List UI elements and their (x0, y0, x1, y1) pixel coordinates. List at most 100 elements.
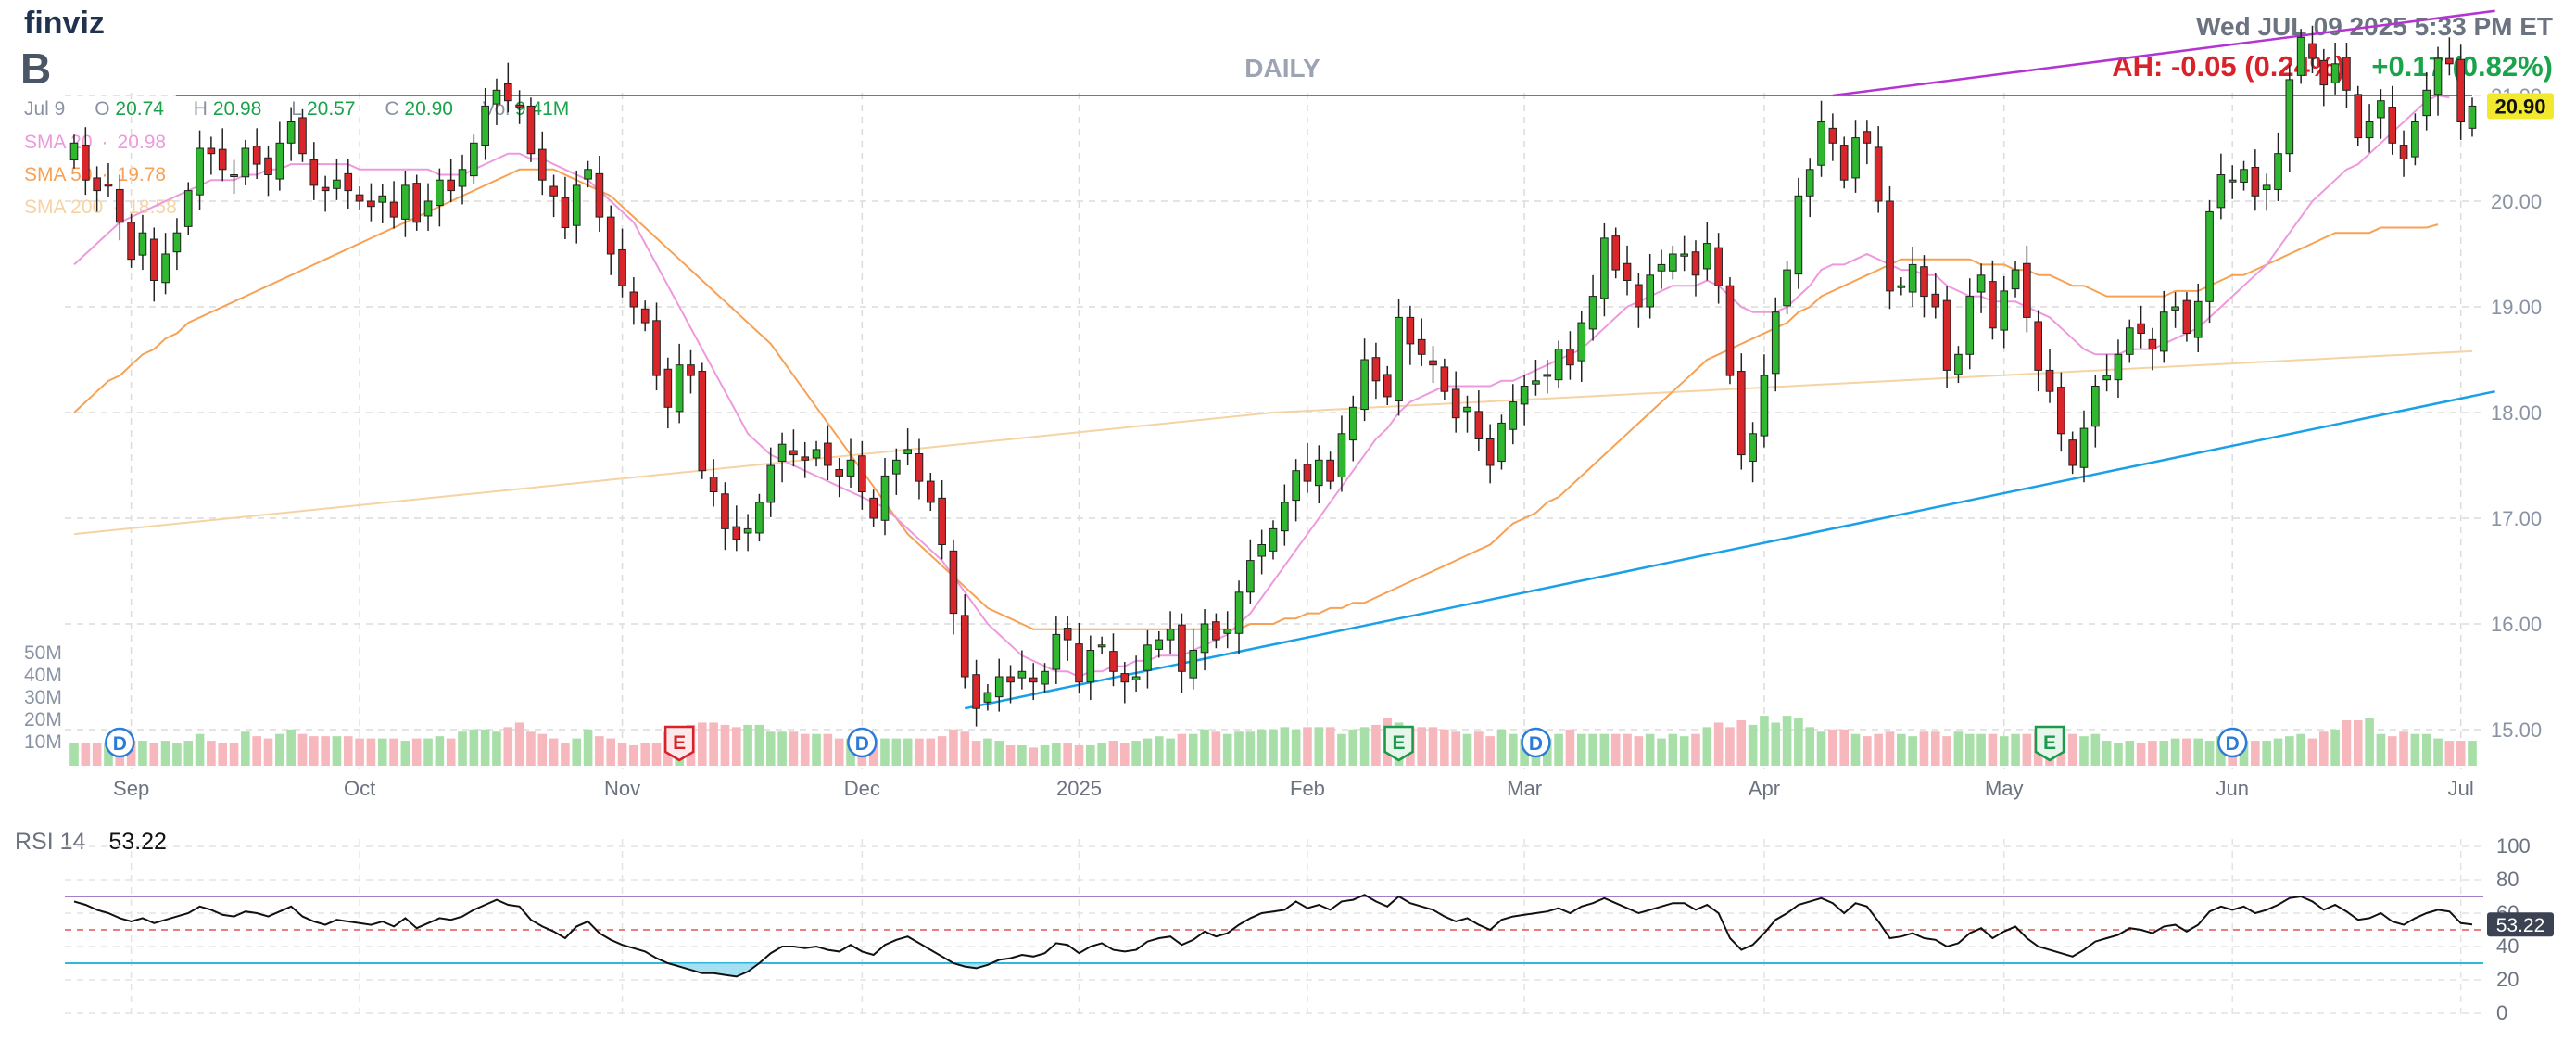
ohlc-open: 20.74 (115, 98, 164, 120)
candle-body (2079, 427, 2089, 468)
candle-body (2433, 57, 2443, 95)
volume-bar (1291, 729, 1301, 766)
volume-bar (1610, 733, 1621, 766)
ohlc-close-label: C (385, 98, 398, 120)
volume-bar (1828, 729, 1837, 766)
candle-body (1075, 643, 1083, 683)
dividend-marker-letter: D (2226, 733, 2240, 755)
upper-trendline (1832, 9, 2495, 97)
candle-body (2159, 311, 2168, 352)
volume-bar (1269, 729, 1278, 766)
candle-body (1771, 311, 1780, 375)
date-tick-label: 2025 (1056, 777, 1102, 800)
candle-body (1897, 285, 1906, 288)
candle-body (732, 526, 741, 540)
candle-body (1509, 401, 1518, 430)
candle-body (1760, 375, 1769, 437)
volume-bar (1623, 733, 1632, 766)
candle-body (309, 159, 319, 186)
volume-bar (606, 738, 616, 766)
volume-bar (2376, 733, 2386, 766)
candle-body (1532, 380, 1540, 385)
candle-body (1314, 459, 1323, 487)
volume-bar (709, 722, 718, 766)
volume-bar (1885, 731, 1895, 766)
candle-body (1463, 406, 1471, 413)
candle-body (1383, 374, 1392, 398)
candle-body (1052, 633, 1061, 670)
candle-body (321, 186, 330, 192)
candle-body (401, 184, 410, 220)
candle-body (1657, 263, 1666, 272)
volume-bar (583, 729, 593, 766)
date-tick-label: Dec (844, 777, 880, 800)
volume-bar (104, 743, 113, 766)
volume-bar (218, 743, 228, 766)
candle-body (926, 480, 935, 503)
volume-bar (1371, 724, 1381, 766)
candle-body (824, 442, 832, 466)
candle-body (1326, 459, 1334, 482)
candle-body (891, 459, 901, 475)
volume-bar (1131, 741, 1141, 766)
candle-body (915, 452, 924, 482)
volume-bar (1725, 727, 1735, 766)
volume-bar (526, 731, 536, 766)
volume-bar (1325, 727, 1335, 766)
volume-bar (1942, 736, 1951, 766)
candle-body (298, 117, 307, 155)
volume-bar (2365, 718, 2374, 766)
sma200-legend-label: SMA 200 (24, 197, 103, 218)
volume-bar (1576, 733, 1586, 766)
candle-body (412, 183, 422, 223)
candle-body (344, 172, 353, 192)
volume-bar (2182, 738, 2191, 766)
candle-body (1976, 274, 1986, 293)
candle-body (378, 195, 387, 203)
volume-bar (1953, 731, 1964, 766)
candle-body (2274, 153, 2282, 190)
candle-body (1931, 293, 1940, 308)
candle-body (2023, 262, 2031, 318)
candle-body (721, 493, 729, 529)
last-price-tag (2487, 93, 2554, 120)
candle-body (1189, 650, 1198, 679)
candle-body (1097, 644, 1106, 648)
finviz-logo[interactable]: finviz (24, 6, 105, 41)
candle-body (2193, 300, 2203, 338)
candle-body (2319, 59, 2329, 86)
volume-bar (537, 733, 548, 766)
candle-body (1166, 629, 1175, 641)
volume-bar (1428, 727, 1438, 766)
volume-bar (1748, 724, 1758, 766)
candle-body (492, 89, 501, 105)
candle-body (1257, 544, 1266, 557)
candle-body (903, 449, 912, 454)
volume-bar (377, 738, 387, 766)
candle-body (983, 692, 992, 703)
candle-body (949, 550, 958, 615)
candle-body (1817, 121, 1825, 166)
volume-bar (2114, 743, 2123, 766)
date-tick-label: Mar (1507, 777, 1542, 800)
volume-axis-label: 20M (24, 709, 62, 731)
volume-bar (1417, 727, 1427, 766)
volume-bar (435, 736, 445, 766)
volume-bar (1816, 731, 1826, 766)
volume-bar (2251, 741, 2260, 766)
volume-axis-label: 10M (24, 731, 62, 753)
candle-body (1725, 285, 1735, 376)
candle-body (2045, 369, 2054, 392)
candle-body (218, 148, 227, 171)
volume-bar (1188, 733, 1198, 766)
volume-bar (1097, 743, 1106, 766)
candle-body (2240, 169, 2248, 183)
candle-body (755, 502, 764, 534)
volume-bar (1211, 731, 1221, 766)
candle-body (1646, 274, 1655, 308)
candle-body (1269, 527, 1278, 552)
candle-body (503, 83, 512, 102)
volume-bar (800, 733, 810, 766)
volume-bar (1508, 733, 1518, 766)
